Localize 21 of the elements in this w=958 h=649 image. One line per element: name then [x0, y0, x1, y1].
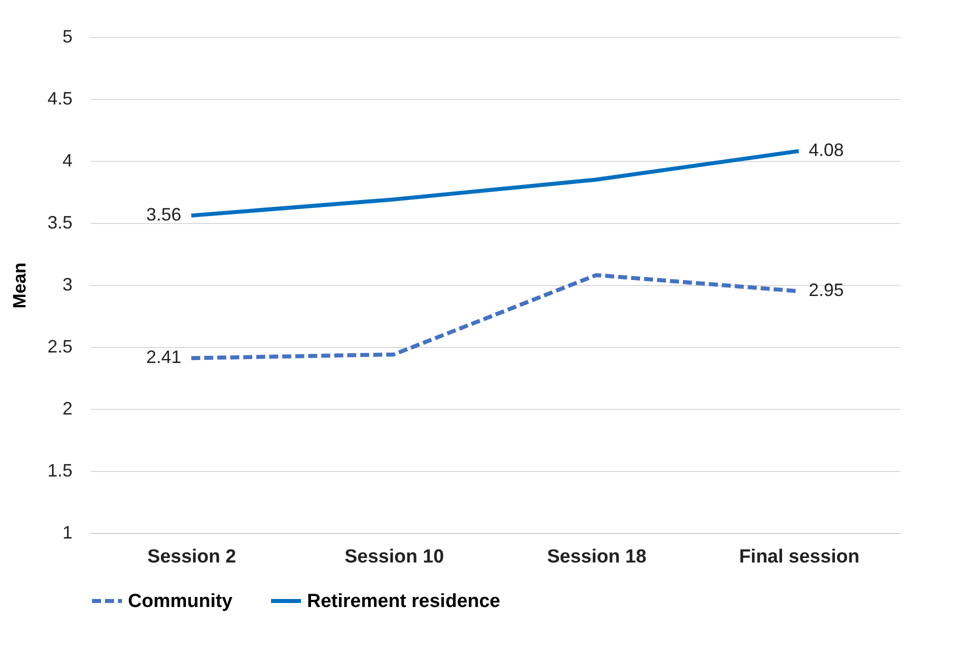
y-tick-label: 1	[62, 522, 72, 542]
y-axis-title: Mean	[9, 262, 30, 309]
y-tick-label: 4.5	[47, 88, 72, 108]
y-tick-label: 2.5	[47, 336, 72, 356]
data-label: 2.95	[808, 280, 844, 300]
y-tick-label: 2	[62, 398, 72, 418]
y-tick-label: 3.5	[47, 212, 72, 232]
y-tick-label: 4	[62, 150, 72, 170]
y-tick-label: 1.5	[47, 460, 72, 480]
legend-label: Community	[128, 591, 233, 612]
data-label: 3.56	[146, 204, 182, 225]
y-tick-label: 5	[62, 26, 72, 46]
line-series	[189, 149, 801, 218]
y-tick-label: 3	[62, 274, 72, 294]
x-tick-label: Final session	[739, 546, 860, 568]
legend-label: Retirement residence	[307, 591, 500, 612]
data-label: 2.41	[146, 347, 182, 368]
x-tick-label: Session 2	[147, 546, 236, 568]
x-tick-label: Session 18	[547, 546, 646, 568]
x-tick-label: Session 10	[344, 546, 444, 568]
data-label: 4.08	[808, 140, 844, 160]
